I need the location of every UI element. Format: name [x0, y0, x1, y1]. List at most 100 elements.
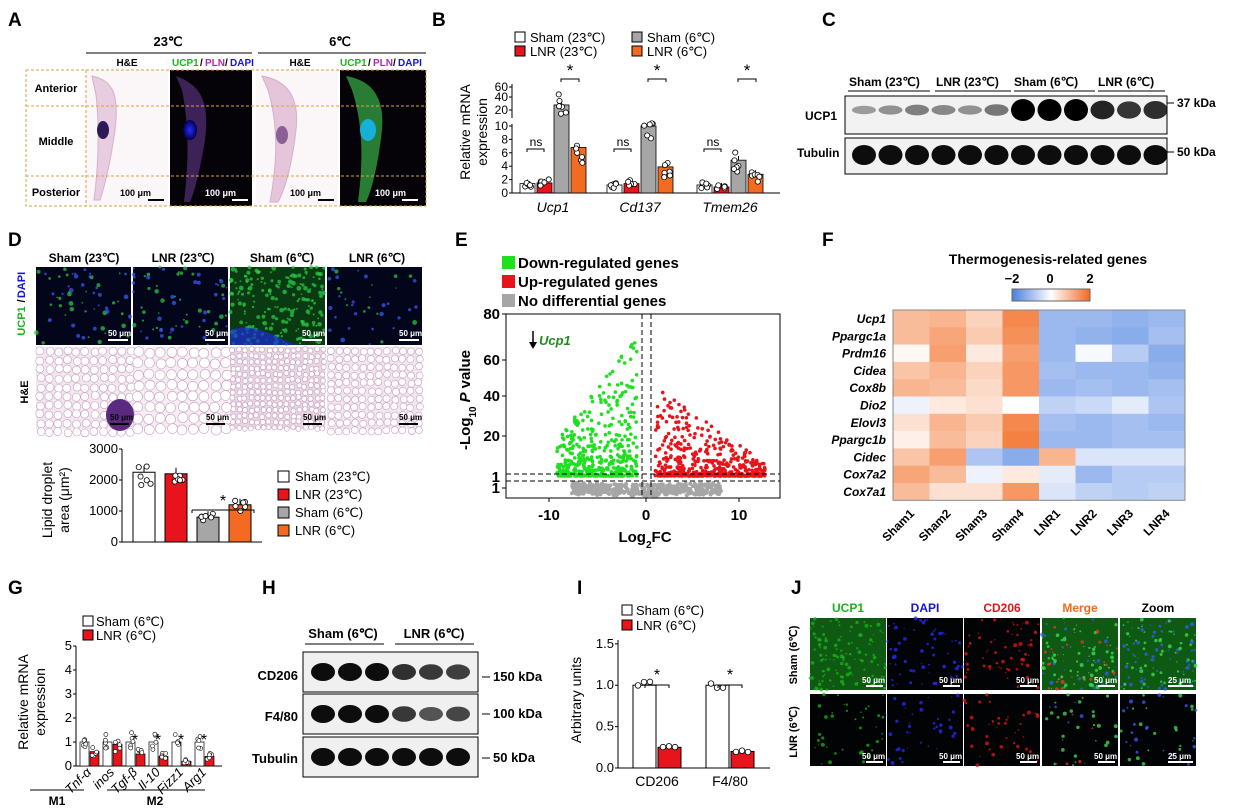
d-fluor-dot [277, 286, 280, 289]
d-he-cell [278, 346, 284, 353]
j-signal-dot [1157, 686, 1161, 690]
e-point-up [684, 421, 689, 426]
d-he-cell [155, 358, 167, 370]
h-band [392, 706, 416, 722]
d-fluor-dot [354, 312, 358, 316]
d-he-cell [272, 382, 279, 389]
e-point-down [575, 463, 580, 468]
d-fluor-dot [64, 314, 67, 316]
a-pln-label-2: PLN [373, 58, 393, 69]
j-signal-dot [831, 711, 834, 714]
d-he-cell [242, 352, 248, 359]
j-signal-dot [1069, 646, 1072, 649]
d-he-cell [229, 389, 236, 396]
j-signal-dot [1049, 711, 1054, 715]
b-point [661, 174, 668, 181]
j-signal-dot [1092, 647, 1096, 651]
d-fluor-dot [347, 326, 351, 330]
j-signal-dot [1073, 683, 1076, 686]
b-point [556, 103, 563, 110]
j-column-label: Zoom [1142, 601, 1175, 615]
e-point-down [603, 445, 608, 450]
j-signal-dot [1025, 675, 1030, 680]
e-point-down [594, 432, 598, 437]
j-signal-dot [1115, 687, 1117, 689]
f-sample-label: Sham1 [879, 506, 917, 544]
j-image [964, 694, 1040, 766]
d-he-cell [277, 383, 284, 390]
e-point-up [690, 466, 695, 471]
j-signal-dot [822, 675, 825, 678]
d-he-cell [360, 348, 368, 356]
d-fluor-dot [131, 272, 136, 277]
a-pln-label: PLN [205, 58, 225, 69]
d-fluor-dot [286, 283, 291, 289]
j-signal-dot [847, 665, 851, 670]
d-he-cell [220, 390, 231, 401]
d-he-cell [320, 388, 327, 394]
d-he-cell [284, 388, 291, 395]
d-he-cell [260, 407, 267, 413]
e-point-down [565, 434, 570, 439]
j-signal-dot [903, 627, 905, 630]
e-point-up [698, 447, 703, 452]
j-signal-dot [1144, 664, 1148, 668]
e-point-up [665, 459, 669, 463]
j-signal-dot [861, 760, 866, 764]
c-band-ucp1 [1064, 99, 1088, 121]
d-fluor-dot [100, 326, 106, 331]
j-signal-dot [898, 757, 902, 760]
d-fluor-dot [180, 325, 184, 328]
d-row-ucp1: UCP1 [16, 306, 28, 335]
d-legend-swatch-2 [277, 488, 290, 501]
f-heat-cell [1002, 431, 1040, 449]
j-signal-dot [1141, 700, 1146, 704]
j-signal-dot [901, 749, 905, 753]
e-point-down [617, 433, 622, 438]
j-signal-dot [837, 621, 840, 624]
j-signal-dot [1170, 753, 1174, 757]
j-signal-dot [862, 716, 865, 719]
j-signal-dot [839, 675, 843, 679]
d-he-cell [72, 419, 81, 429]
d-he-cell [236, 346, 243, 353]
e-point-up [730, 444, 734, 448]
d-he-cell [415, 386, 424, 395]
e-point-up [675, 415, 679, 419]
d-he-cell [277, 401, 284, 407]
e-point-down [557, 444, 562, 449]
e-point-down [586, 444, 591, 449]
d-fluor-dot [132, 267, 135, 270]
d-he-cell [63, 428, 73, 438]
e-point-none [688, 481, 693, 486]
d-he-cell [314, 413, 320, 420]
e-point-none [684, 493, 689, 498]
j-signal-dot [964, 651, 968, 656]
j-signal-dot [1076, 725, 1080, 730]
d-fluor-dot [301, 296, 306, 302]
e-point-up [694, 416, 699, 420]
f-heat-cell [929, 448, 967, 466]
f-heat-cell [1148, 310, 1186, 328]
d-he-cell [415, 371, 424, 380]
f-heat-cell [893, 448, 930, 466]
d-he-cell [133, 380, 145, 392]
d-he-cell [267, 347, 273, 354]
d-he-cell [72, 409, 81, 419]
e-point-down [617, 419, 622, 424]
d-he-cell [374, 402, 383, 410]
j-signal-dot [1012, 741, 1016, 745]
e-point-down [597, 421, 601, 426]
d-he-cell [35, 409, 45, 418]
h-band [365, 663, 389, 681]
j-signal-dot [1050, 687, 1053, 690]
d-fluor-dot [206, 309, 211, 314]
d-he-cell [90, 410, 100, 420]
panel-a: 23℃ 6℃ H&E H&E UCP1 / PLN / DAPI UCP1 / … [25, 34, 427, 207]
d-fluor-dot [321, 290, 326, 296]
d-fluor-dot [280, 335, 284, 338]
e-point-down [614, 466, 619, 471]
d-he-cell [414, 378, 422, 386]
d-he-cell [314, 389, 320, 395]
j-signal-dot [1019, 722, 1022, 726]
